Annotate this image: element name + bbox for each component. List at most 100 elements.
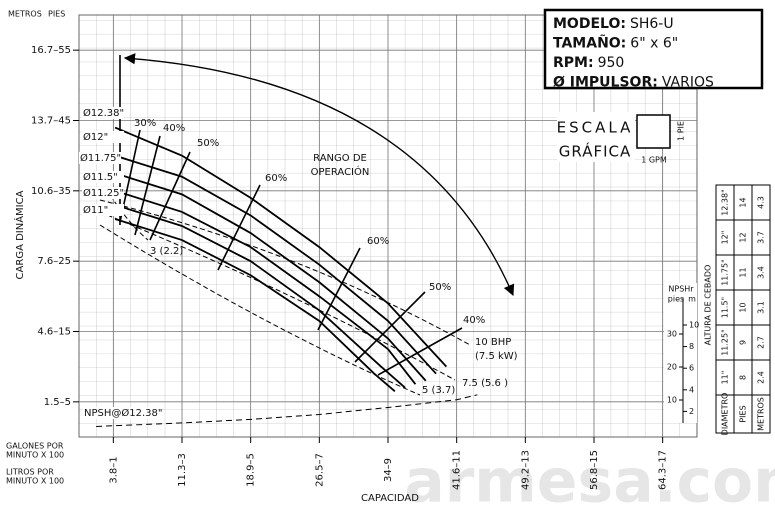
x-tick-label: 26.5–7 [314,453,325,487]
x-tick-label: 64.3–17 [658,450,669,490]
annotation: 40% [463,315,485,326]
series-label: Ø12" [83,131,108,143]
impeller-curve [114,189,417,385]
table-header: DIAMETRO [721,393,730,436]
y-tick-label: 7.6–25 [37,256,71,267]
npsh-tick-label: 6 [689,364,694,373]
label-bg [79,152,121,164]
x-tick-label: 41.6–11 [452,450,463,490]
npsh-tick-label: 8 [689,342,694,351]
x-tick-label: 49.2–13 [520,450,531,490]
annotation: (7.5 kW) [475,351,518,362]
label-bg [83,407,158,419]
series-label: Ø12.38" [83,107,124,119]
npsh-unit: m [688,295,696,304]
label-bg [82,204,124,216]
scale-title: ESCALA [557,119,634,137]
npsh-tick-label: 20 [667,363,677,372]
x-tick-label: 56.8–15 [589,450,600,490]
label-bg [82,187,124,199]
annotation: 3 (2.2) [150,246,183,257]
x-unit-label: MINUTO X 100 [6,451,64,460]
table-cell: 3.1 [757,301,766,314]
info-line: MODELO: SH6-U [553,16,674,32]
table-cell: 9 [739,340,748,345]
x-tick-label: 34–9 [383,458,394,482]
scale-square [636,114,671,149]
npsh-tick-label: 2 [689,407,694,416]
series-label: Ø11.25" [83,187,124,199]
table-cell: 4.3 [757,196,766,209]
x-unit-label: GALONES POR [6,442,64,451]
annotation: 30% [134,118,156,129]
y-tick-label: 16.7–55 [31,45,71,56]
y-tick-label: 13.7–45 [31,116,71,127]
table-cell: 10 [739,302,748,312]
annotation: RANGO DE [313,153,367,164]
table-cell: 11" [721,371,730,385]
table-cell: 11.75" [721,259,730,286]
info-line: TAMAÑO: 6" x 6" [553,35,678,52]
table-cell: 11.25" [721,329,730,356]
series-label: Ø11.5" [83,171,118,183]
annotation: 60% [265,173,287,184]
npsh-tick-label: 10 [667,396,677,405]
impeller-curve [114,218,396,392]
x-unit-label: MINUTO X 100 [6,477,64,486]
y-axis-title: CARGA DINÁMICA [13,190,26,279]
x-tick-label: 18.9–5 [246,453,257,487]
info: MODELO: SH6-U TAMAÑO: 6" x 6" RPM: 950 Ø IMPUL… [553,16,714,91]
label-bg [82,131,124,143]
series-label: NPSH@Ø12.38" [84,407,162,419]
table-cell: 12 [739,232,748,242]
info-line: RPM: 950 [553,55,624,71]
npsh-unit: pies [668,295,684,304]
info-line: Ø IMPULSOR: VARIOS [553,75,714,91]
y-unit-label: METROS [8,10,42,19]
info-label: TAMAÑO: [553,35,626,52]
npsh-tick-label: 4 [689,385,694,394]
table-title: ALTURA DE CEBADO [704,265,713,346]
table-cell: 11.5" [721,297,730,319]
npsh-title: NPSHr [668,285,694,294]
impeller-curve [96,394,478,427]
table-frame [715,184,771,434]
table-cell: 3.7 [757,231,766,244]
info-value: 6" x 6" [630,36,678,52]
table-cell: 14 [739,197,748,207]
x-axis-title: CAPACIDAD [361,493,419,504]
table-cell: 8 [739,375,748,380]
table-cell: 2.7 [757,336,766,349]
table-cell: 12" [721,231,730,245]
info-value: SH6-U [630,16,674,32]
operating-range-arrow [123,53,515,297]
label-bg [82,107,124,119]
label-bg [82,171,124,183]
npsh-tick-label: 30 [667,330,677,339]
scale-label: 1 PIE [677,121,686,141]
scale-bg [557,112,635,162]
annotation: 10 BHP [475,337,511,348]
npsh-tick-label: 10 [689,321,699,330]
scale-title: GRÁFICA [559,142,632,161]
table-cell: 2.4 [757,371,766,384]
watermark: armesa.com [404,447,775,509]
annotation: 60% [367,236,389,247]
x-unit-label: LITROS POR [6,468,54,477]
table-cell: 12.38" [721,189,730,216]
annotation: 40% [163,123,185,134]
y-tick-label: 1.5–5 [44,397,71,408]
info-value: 950 [598,55,625,71]
table-header: PIES [739,405,748,422]
annotation: OPERACIÓN [311,165,370,178]
x-tick-label: 11.3–3 [177,453,188,487]
series-label: Ø11" [83,204,108,216]
annotation: 5 (3.7) [422,385,455,396]
table-cell: 11 [739,267,748,277]
x-tick-label: 3.8–1 [108,456,119,483]
series-label: Ø11.75" [80,152,121,164]
y-tick-label: 10.6–35 [31,186,71,197]
impeller-curve [114,204,406,389]
info-label: RPM: [553,55,594,71]
